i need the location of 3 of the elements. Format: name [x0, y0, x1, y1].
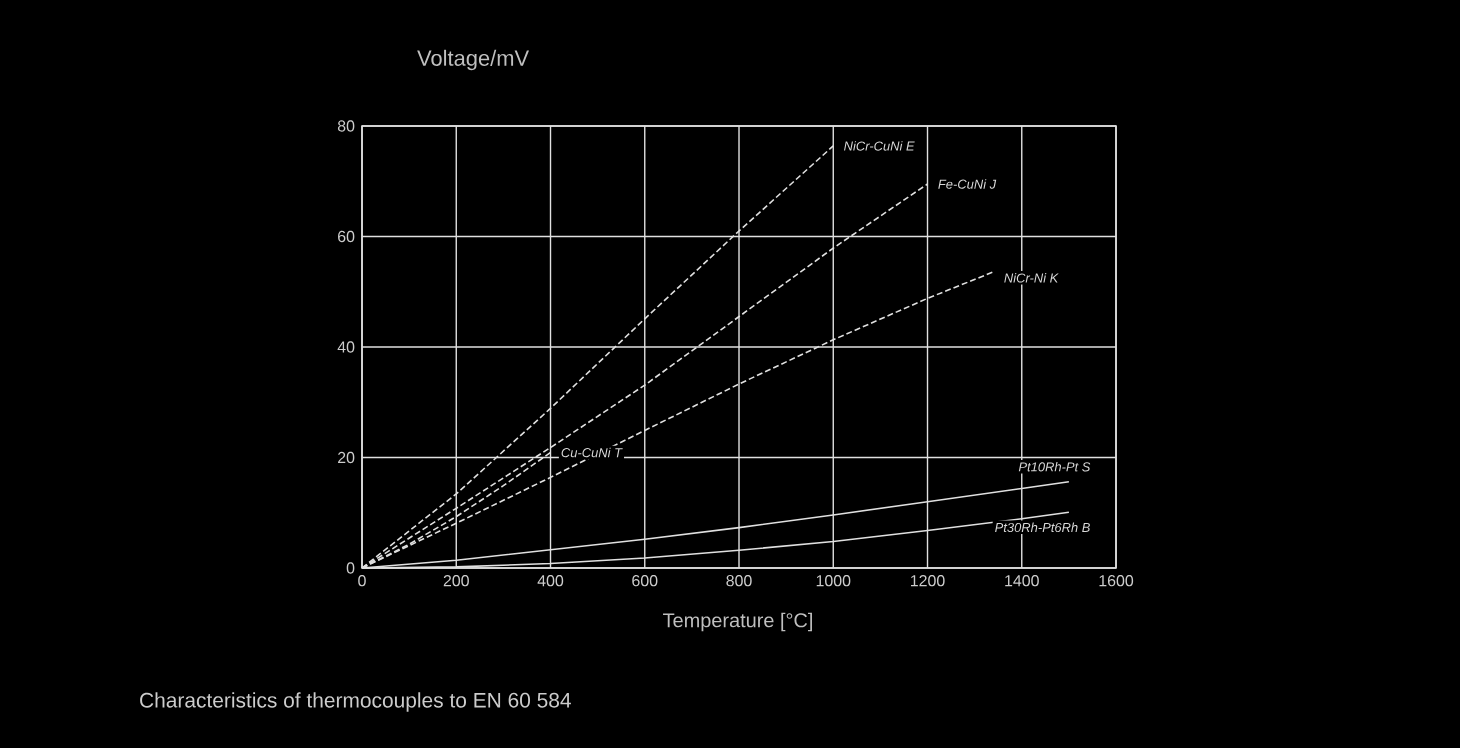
y-axis-title: Voltage/mV: [417, 49, 530, 71]
x-axis-title: Temperature [°C]: [663, 612, 812, 632]
text: Characteristics of thermocouples to EN 60 584: [140, 692, 571, 712]
